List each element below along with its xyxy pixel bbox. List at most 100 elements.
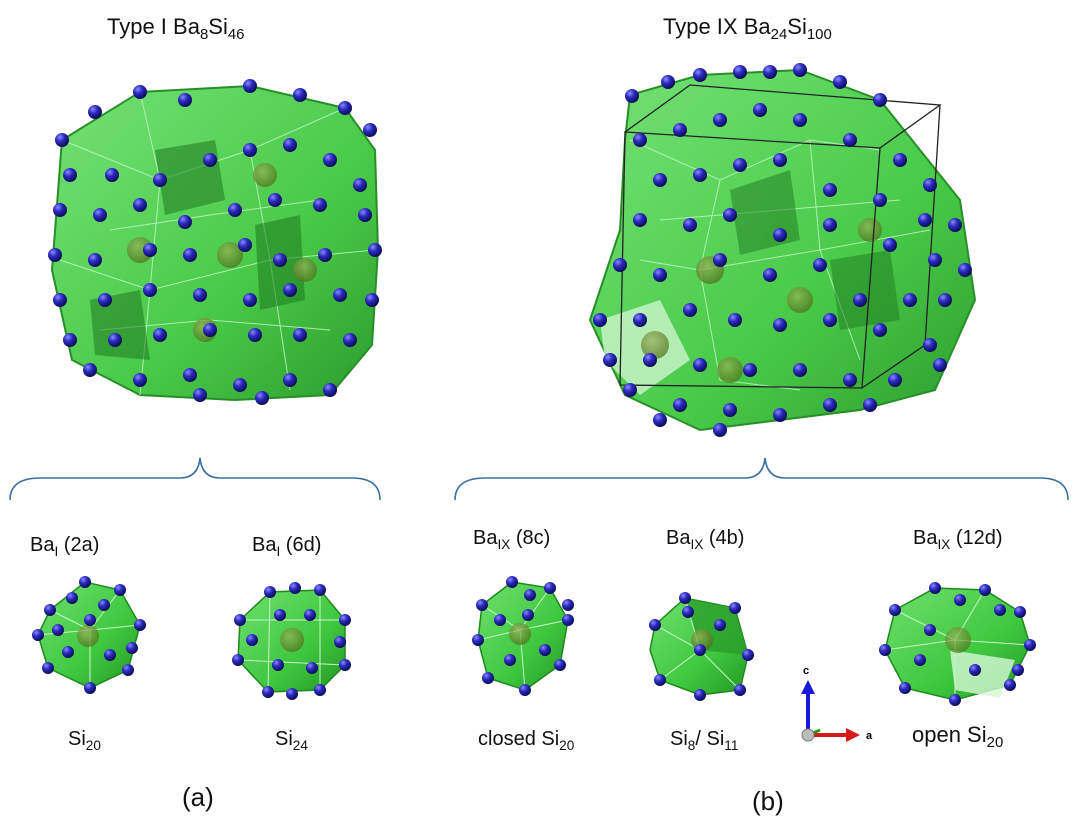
si-atom — [66, 592, 78, 604]
si-atom — [673, 398, 687, 412]
si-atom — [93, 208, 107, 222]
si-atom — [743, 363, 757, 377]
si-atom — [238, 238, 252, 252]
si-atom — [562, 614, 574, 626]
si-atom — [914, 654, 926, 666]
si-atom — [929, 582, 941, 594]
brace-right — [454, 457, 1069, 501]
si-atom — [728, 313, 742, 327]
si-atom — [98, 599, 110, 611]
si-atom — [203, 153, 217, 167]
si-atom — [853, 293, 867, 307]
si-atom — [143, 243, 157, 257]
si-atom — [823, 313, 837, 327]
si-atom — [283, 283, 297, 297]
si-atom — [625, 89, 639, 103]
site-label-ba-ix-8c: BaIX (8c) — [473, 527, 551, 552]
si-atom — [42, 662, 54, 674]
si-atom — [363, 123, 377, 137]
site-label-ba-i-6d: BaI (6d) — [252, 534, 322, 559]
si-atom — [153, 173, 167, 187]
si-atom — [554, 659, 566, 671]
panel-tag-b: (b) — [752, 786, 784, 816]
si-atom — [918, 213, 932, 227]
si-atom — [339, 614, 351, 626]
si-atom — [53, 203, 67, 217]
si-atom — [633, 213, 647, 227]
si-atom — [228, 203, 242, 217]
si-atom — [178, 93, 192, 107]
si-atom — [873, 193, 887, 207]
si-atom — [793, 363, 807, 377]
si-atom — [88, 253, 102, 267]
si-atom — [48, 248, 62, 262]
axis-origin — [801, 728, 815, 742]
si-atom — [562, 599, 574, 611]
si-atom — [823, 398, 837, 412]
si-atom — [494, 614, 506, 626]
si-atom — [193, 288, 207, 302]
si-atom — [32, 629, 44, 641]
si-atom — [114, 584, 126, 596]
si-atom — [293, 328, 307, 342]
si-atom — [472, 634, 484, 646]
brace-left — [9, 457, 381, 501]
si-atom — [833, 75, 847, 89]
si-atom — [333, 288, 347, 302]
si-atom — [63, 168, 77, 182]
si-atom — [633, 313, 647, 327]
cage-label-open-si20: open Si20 — [912, 722, 1004, 752]
si-atom — [353, 178, 367, 192]
si-atom — [264, 586, 276, 598]
si-atom — [693, 358, 707, 372]
si-atom — [883, 238, 897, 252]
si-atom — [723, 208, 737, 222]
si-atom — [873, 93, 887, 107]
si-atom — [268, 193, 282, 207]
si-atom — [889, 604, 901, 616]
si-atom — [519, 684, 531, 696]
si-atom — [713, 113, 727, 127]
si-atom — [793, 113, 807, 127]
si-atom — [304, 609, 316, 621]
si-atom — [193, 388, 207, 402]
si-atom — [134, 619, 146, 631]
si-atom — [823, 218, 837, 232]
cage-label-closed-si20: closed Si20 — [478, 728, 575, 753]
si-atom — [793, 63, 807, 77]
si-atom — [522, 609, 534, 621]
si-atom — [673, 123, 687, 137]
site-label-ba-ix-4b: BaIX (4b) — [666, 527, 745, 552]
si-atom — [729, 602, 741, 614]
si-atom — [593, 313, 607, 327]
si-atom — [52, 624, 64, 636]
si-atom — [1012, 664, 1024, 676]
si-atom — [203, 323, 217, 337]
si-atom — [979, 584, 991, 596]
si-atom — [262, 686, 274, 698]
si-atom — [339, 659, 351, 671]
si-atom — [893, 153, 907, 167]
si-atom — [482, 672, 494, 684]
si-atom — [84, 614, 96, 626]
si-atom — [153, 328, 167, 342]
si-atom — [734, 684, 746, 696]
si-atom — [723, 403, 737, 417]
si-atom — [903, 293, 917, 307]
si-atom — [938, 293, 952, 307]
si-atom — [933, 358, 947, 372]
si-atom — [273, 253, 287, 267]
si-atom — [306, 662, 318, 674]
si-atom — [682, 606, 694, 618]
si-atom — [314, 684, 326, 696]
si-atom — [524, 589, 536, 601]
si-atom — [83, 363, 97, 377]
si-atom — [272, 659, 284, 671]
si-atom — [504, 654, 516, 666]
si-atom — [1004, 679, 1016, 691]
si-atom — [733, 158, 747, 172]
si-atom — [763, 268, 777, 282]
si-atom — [243, 79, 257, 93]
si-atom — [53, 293, 67, 307]
si-atom — [79, 576, 91, 588]
